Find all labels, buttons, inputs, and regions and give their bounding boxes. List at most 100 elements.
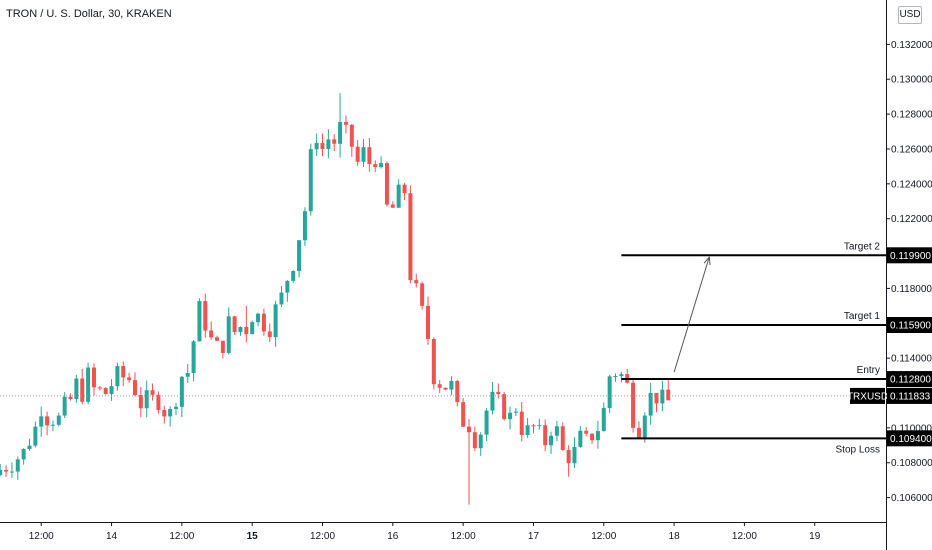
candle-body <box>273 304 278 338</box>
level-price-tag-bg <box>887 317 932 334</box>
level-price-tag: 0.119900 <box>890 251 931 262</box>
candle-body <box>349 124 354 147</box>
candle-body <box>584 430 589 434</box>
time-tick-label: 12:00 <box>591 531 616 542</box>
candle-body <box>244 327 249 335</box>
time-tick-label: 12:00 <box>169 531 194 542</box>
candle-body <box>74 378 79 399</box>
target-arrow-line <box>673 256 710 373</box>
level-label: Target 1 <box>844 311 881 322</box>
candle-body <box>150 390 155 395</box>
current-price-tag: 0.111833 <box>890 391 931 402</box>
target-arrow-head <box>703 255 711 266</box>
time-tick-label: 15 <box>247 531 259 542</box>
candle-body <box>45 416 50 426</box>
candle-body <box>162 409 167 417</box>
candle-body <box>355 146 360 162</box>
price-tick-label: 0.110000 <box>891 423 932 434</box>
time-tick-label: 14 <box>106 531 118 542</box>
candle-body <box>138 395 143 409</box>
price-tick-label: 0.118000 <box>891 284 932 295</box>
candle-body <box>39 416 44 427</box>
level-price-tag: 0.112800 <box>890 375 931 386</box>
candle-body <box>97 387 102 389</box>
candle-body <box>560 426 565 450</box>
candle-body <box>314 142 319 150</box>
level-label: Entry <box>857 365 880 376</box>
candle-body <box>525 425 530 435</box>
candle-body <box>396 184 401 208</box>
candle-body <box>642 415 647 439</box>
candle-body <box>168 408 173 417</box>
candle-body <box>420 283 425 306</box>
candle-body <box>472 432 477 449</box>
candle-body <box>549 435 554 446</box>
candle-body <box>80 378 85 402</box>
price-tick-label: 0.108000 <box>891 458 932 469</box>
candle-body <box>103 388 108 395</box>
candle-body <box>121 366 126 378</box>
level-label: Target 2 <box>844 241 881 252</box>
candle-body <box>402 184 407 194</box>
candle-body <box>185 373 190 377</box>
candle-body <box>203 301 208 331</box>
candle-body <box>648 392 653 416</box>
candle-body <box>0 469 3 475</box>
level-label: Stop Loss <box>836 444 880 455</box>
candle-body <box>607 376 612 409</box>
candle-body <box>332 139 337 144</box>
candle-body <box>443 387 448 390</box>
candle-body <box>496 391 501 395</box>
time-tick-label: 16 <box>387 531 399 542</box>
candle-body <box>595 431 600 441</box>
candle-body <box>425 305 430 339</box>
candle-body <box>209 330 214 338</box>
candle-body <box>414 280 419 284</box>
time-tick-label: 12:00 <box>310 531 335 542</box>
candle-body <box>156 394 161 410</box>
candle-body <box>4 469 9 472</box>
candle-body <box>109 386 114 395</box>
candle-body <box>267 331 272 338</box>
price-tick-label: 0.106000 <box>891 493 932 504</box>
level-price-tag: 0.115900 <box>890 321 931 332</box>
candle-body <box>455 380 460 403</box>
candle-body <box>502 394 507 420</box>
candle-body <box>338 122 343 144</box>
currency-badge[interactable]: USD <box>898 6 922 24</box>
candle-body <box>285 280 290 293</box>
candle-body <box>379 163 384 168</box>
price-tick-label: 0.130000 <box>891 75 932 86</box>
candle-body <box>144 390 149 409</box>
price-tick-label: 0.122000 <box>891 214 932 225</box>
candle-body <box>531 425 536 427</box>
candle-body <box>666 389 671 401</box>
candle-body <box>431 338 436 385</box>
price-tick-label: 0.132000 <box>891 40 932 51</box>
candle-body <box>179 376 184 407</box>
candle-body <box>367 147 372 165</box>
candle-body <box>408 193 413 281</box>
candle-body <box>590 433 595 441</box>
candle-body <box>256 313 261 323</box>
candle-body <box>215 337 220 341</box>
candle-body <box>86 367 91 402</box>
level-price-tag: 0.109400 <box>890 434 932 445</box>
candle-body <box>127 377 132 381</box>
chart-title: TRON / U. S. Dollar, 30, KRAKEN <box>6 8 172 20</box>
candle-body <box>232 316 237 333</box>
candle-body <box>537 425 542 427</box>
candle-body <box>21 448 26 460</box>
candle-body <box>9 471 14 473</box>
candle-body <box>437 384 442 388</box>
candle-body <box>467 426 471 433</box>
candle-body <box>115 366 120 387</box>
candle-body <box>62 396 67 416</box>
candle-body <box>449 380 454 390</box>
price-tick-label: 0.128000 <box>891 110 932 121</box>
candle-body <box>484 410 489 435</box>
candle-body <box>238 327 243 333</box>
candle-body <box>197 301 202 342</box>
